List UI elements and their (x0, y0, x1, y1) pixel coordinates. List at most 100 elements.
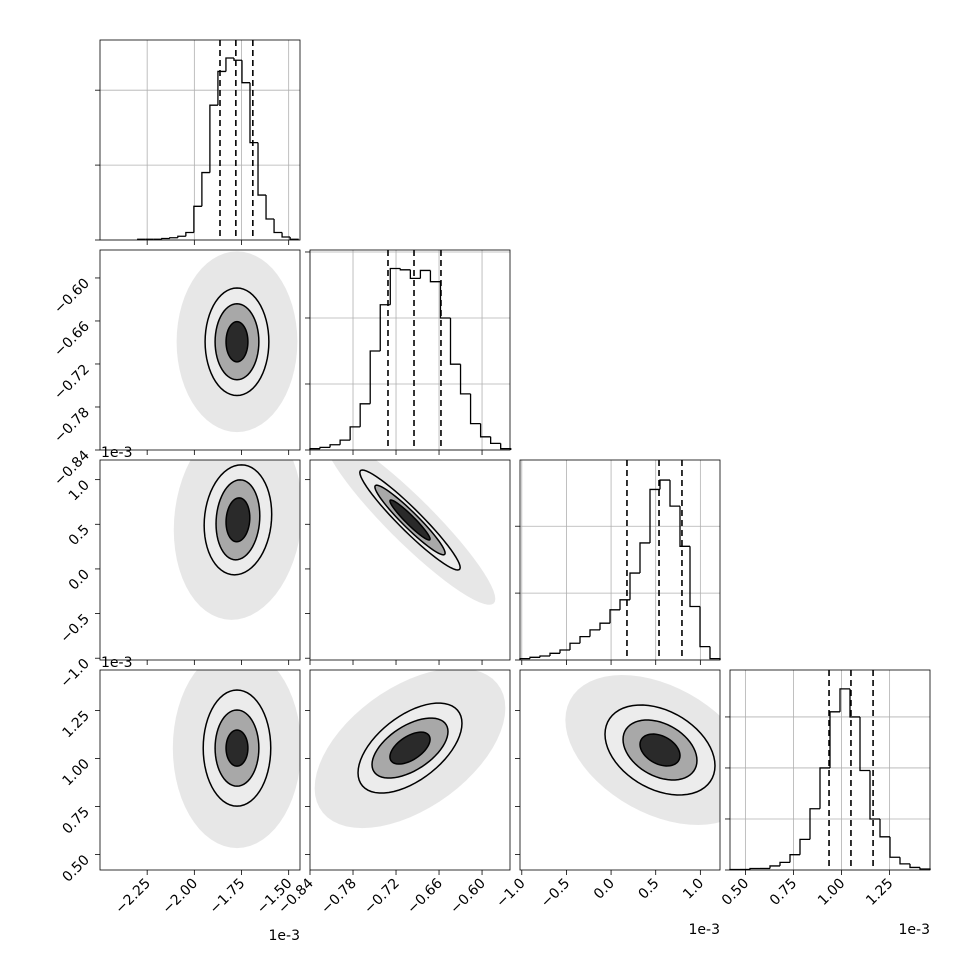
histogram-step (137, 238, 146, 240)
histogram-step (281, 232, 291, 238)
histogram-step (769, 865, 780, 869)
histogram-step (689, 546, 700, 608)
panel-frame (309, 249, 511, 451)
histogram-step (273, 219, 283, 234)
histogram-step (459, 364, 471, 395)
histogram-step (409, 269, 421, 280)
histogram-step (899, 857, 910, 865)
histogram-step (819, 767, 830, 809)
histogram-step (609, 609, 620, 624)
histogram-step (529, 656, 540, 659)
y-offset-label: 1e-3 (101, 445, 132, 461)
histogram-step (619, 599, 630, 610)
histogram-step (549, 652, 560, 656)
x-offset-label: 1e-3 (899, 922, 930, 938)
histogram-step (659, 479, 670, 490)
panel-frame (99, 669, 301, 871)
panel-frame (519, 669, 721, 871)
histogram-step (859, 716, 870, 772)
histogram-step (669, 480, 680, 507)
histogram-step (399, 268, 411, 271)
histogram-step (629, 572, 640, 600)
histogram-step (177, 235, 186, 238)
histogram-step (779, 861, 790, 866)
histogram-step (359, 403, 371, 427)
panel-frame (729, 669, 931, 871)
histogram-step (579, 635, 590, 644)
histogram-step (909, 863, 920, 869)
histogram-step (185, 231, 194, 237)
histogram-step (241, 60, 250, 84)
histogram-step (559, 649, 570, 654)
density-panel (314, 670, 506, 829)
histogram-step (233, 57, 242, 61)
y-offset-label: 1e-3 (101, 655, 132, 671)
histogram-step (225, 57, 234, 72)
histogram-step (309, 448, 321, 450)
histogram-step (289, 237, 299, 240)
histogram-step (349, 426, 361, 441)
histogram-step (539, 655, 550, 658)
histogram-step (169, 237, 178, 239)
histogram-step (849, 688, 860, 718)
contour (225, 729, 249, 767)
histogram-step (489, 436, 501, 445)
panel-frame (309, 459, 511, 661)
histogram-step (379, 304, 391, 351)
panel-frame (99, 459, 301, 661)
x-offset-label: 1e-3 (689, 922, 720, 938)
histogram-step (161, 237, 170, 240)
density-panel (176, 251, 298, 433)
histogram-step (799, 838, 810, 855)
histogram-step (479, 423, 491, 438)
histogram-step (699, 606, 710, 648)
histogram-step (217, 70, 226, 106)
histogram-step (339, 439, 351, 445)
histogram-step (429, 270, 441, 283)
density-panel (172, 670, 300, 849)
histogram-step (839, 688, 850, 712)
contour (225, 497, 251, 543)
histogram-step (249, 82, 259, 144)
panel-frame (309, 669, 511, 871)
histogram-step (519, 658, 530, 660)
histogram-step (449, 317, 461, 365)
histogram-step (257, 142, 267, 196)
histogram-step (829, 711, 840, 768)
histogram-step (389, 267, 401, 305)
panel-frame (99, 249, 301, 451)
contour (389, 499, 431, 541)
histogram-step (639, 542, 650, 574)
histogram-step (879, 818, 890, 838)
density-panel (173, 460, 300, 620)
contour (389, 731, 431, 765)
contour (639, 733, 681, 767)
histogram-step (201, 171, 210, 207)
histogram-step (599, 622, 610, 630)
density-panel (565, 675, 720, 825)
histogram-step (319, 446, 331, 449)
density-panel (331, 460, 496, 605)
histogram-step (709, 646, 721, 660)
histogram-step (889, 836, 900, 858)
histogram-step (419, 269, 431, 279)
histogram-step (469, 393, 481, 425)
histogram-step (209, 104, 218, 173)
histogram-step (749, 867, 760, 870)
histogram-step (869, 770, 880, 820)
histogram-step (500, 443, 512, 450)
histogram-step (329, 444, 341, 448)
histogram-step (369, 350, 381, 404)
histogram-step (265, 195, 275, 220)
histogram-step (193, 205, 202, 233)
contour (225, 320, 249, 363)
panel-frame (519, 459, 721, 661)
histogram-step (649, 488, 660, 543)
histogram-step (589, 629, 600, 637)
histogram-step (789, 854, 800, 863)
histogram-step (569, 642, 580, 650)
histogram-step (809, 808, 820, 840)
